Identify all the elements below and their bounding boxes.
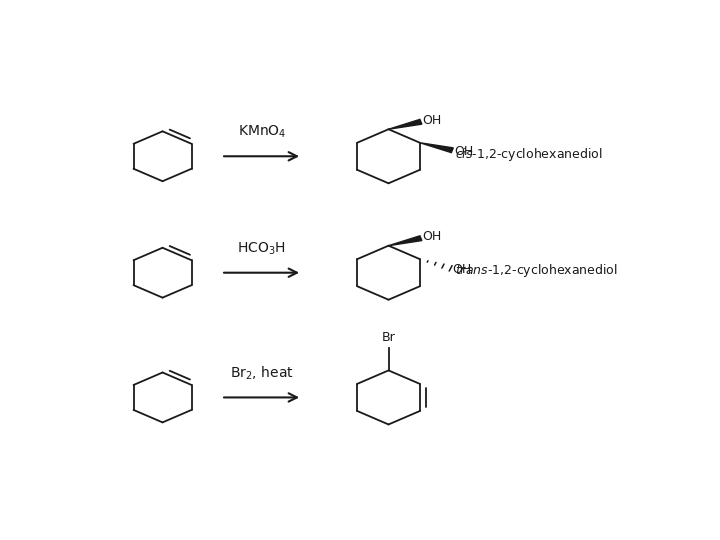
Polygon shape	[420, 143, 454, 153]
Text: OH: OH	[423, 114, 442, 127]
Text: $\it{cis}$-1,2-cyclohexanediol: $\it{cis}$-1,2-cyclohexanediol	[456, 146, 603, 163]
Polygon shape	[389, 119, 422, 129]
Text: OH: OH	[454, 145, 473, 158]
Text: HCO$_3$H: HCO$_3$H	[238, 240, 287, 257]
Text: $\it{trans}$-1,2-cyclohexanediol: $\it{trans}$-1,2-cyclohexanediol	[456, 262, 618, 279]
Text: Br: Br	[382, 331, 395, 344]
Text: OH: OH	[423, 231, 442, 244]
Text: KMnO$_4$: KMnO$_4$	[238, 124, 286, 140]
Text: OH: OH	[452, 264, 472, 276]
Polygon shape	[389, 236, 422, 246]
Text: Br$_2$, heat: Br$_2$, heat	[230, 364, 294, 382]
